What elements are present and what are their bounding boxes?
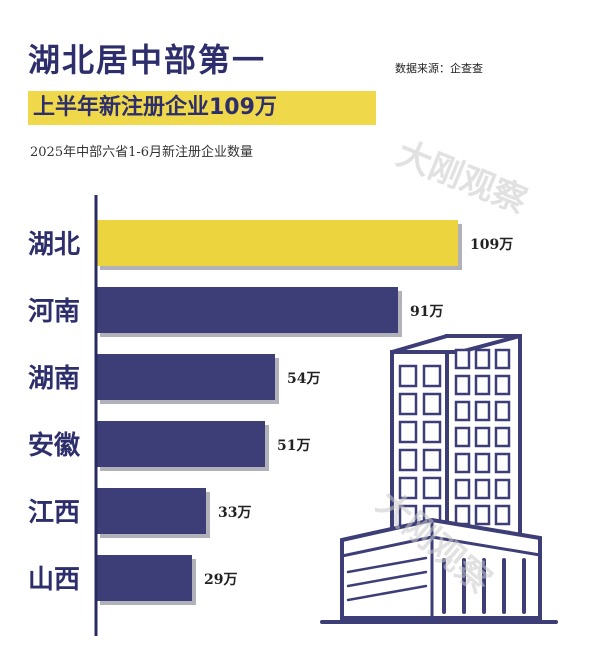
bar-湖南 — [96, 354, 275, 400]
building-illustration — [320, 334, 558, 624]
value-label: 29万 — [204, 572, 237, 588]
bar-江西 — [96, 488, 206, 534]
highlight-text: 上半年新注册企业109万 — [33, 95, 277, 120]
page-title: 湖北居中部第一 — [28, 41, 267, 79]
bar-安徽 — [96, 421, 265, 467]
bars-group — [96, 220, 462, 605]
data-source: 数据来源：企查查 — [395, 62, 483, 75]
category-label: 河南 — [28, 297, 80, 327]
category-label: 湖北 — [28, 230, 80, 260]
category-label: 湖南 — [28, 364, 80, 394]
chart-subtitle: 2025年中部六省1-6月新注册企业数量 — [30, 145, 254, 160]
bar-河南 — [96, 287, 398, 333]
category-label: 山西 — [28, 565, 80, 595]
value-label: 51万 — [277, 438, 310, 454]
bar-湖北 — [96, 220, 458, 266]
value-label: 54万 — [287, 371, 320, 387]
category-label: 安徽 — [28, 431, 81, 461]
bar-山西 — [96, 555, 192, 601]
value-label: 91万 — [410, 304, 443, 320]
value-labels: 109万 91万 54万 51万 33万 29万 — [204, 237, 513, 588]
value-label: 109万 — [470, 237, 513, 253]
category-label: 江西 — [28, 498, 80, 528]
highlight-banner — [28, 91, 376, 125]
value-label: 33万 — [218, 505, 251, 521]
